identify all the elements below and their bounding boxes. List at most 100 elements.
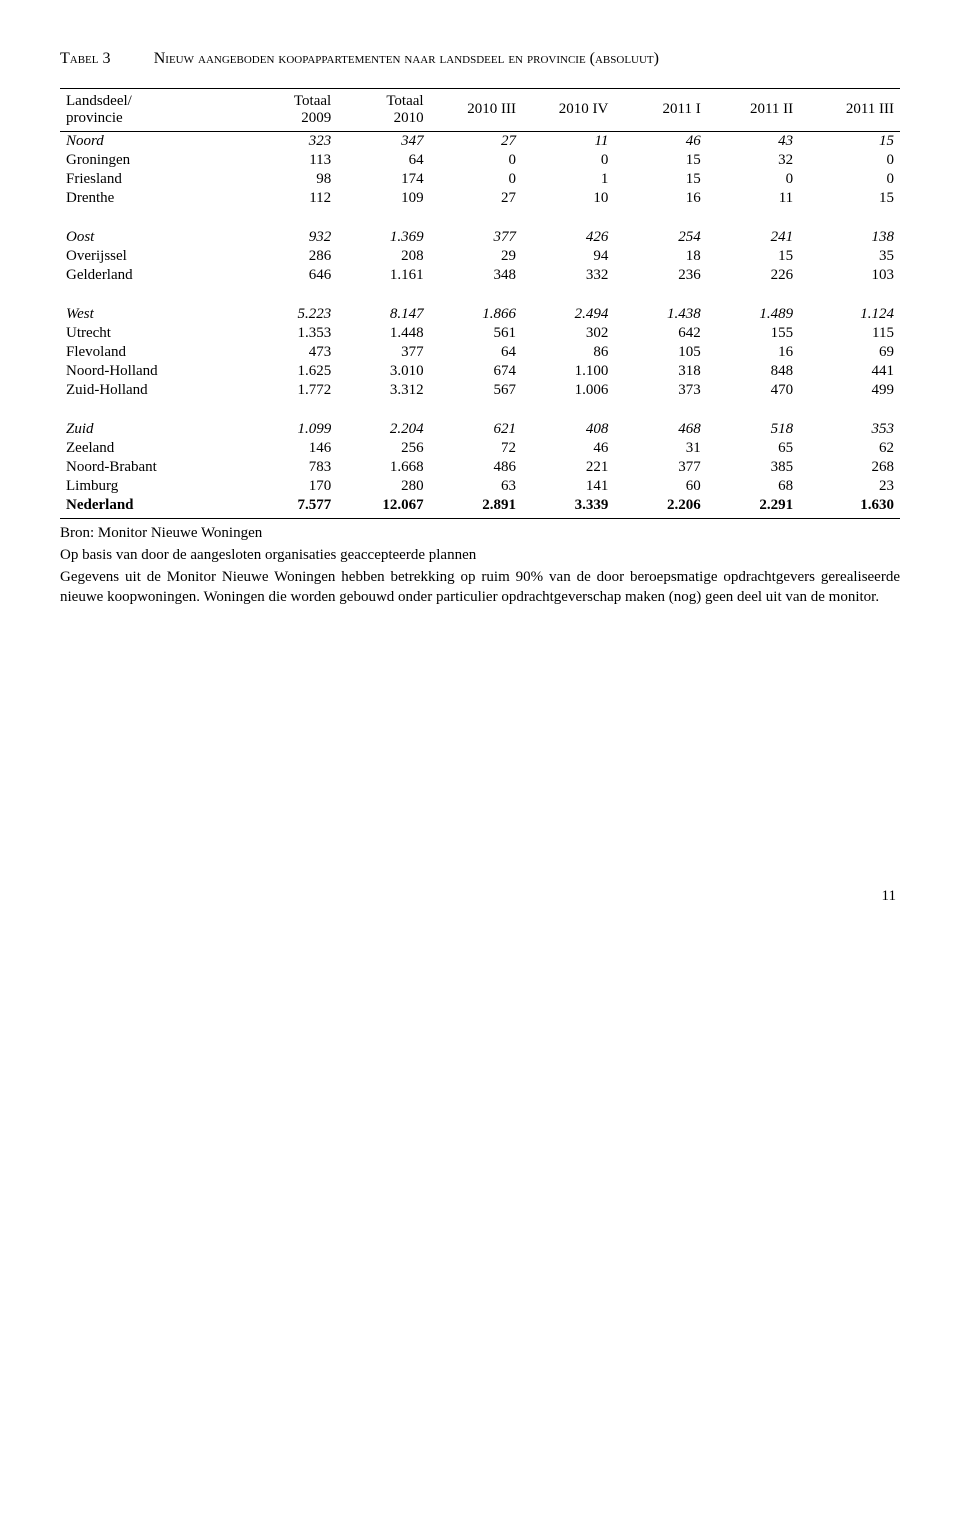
table-cell: 15 [614,170,706,189]
table-cell: 1.438 [614,305,706,324]
table-cell: 280 [337,477,429,496]
table-cell: 783 [245,458,337,477]
table-cell [522,208,614,228]
table-cell: 1.099 [245,420,337,439]
table-cell: 1.353 [245,324,337,343]
table-cell: 2.494 [522,305,614,324]
table-cell: 241 [707,228,799,247]
table-row [60,285,900,305]
table-cell: 7.577 [245,496,337,519]
table-cell: 385 [707,458,799,477]
table-cell: 11 [522,131,614,151]
table-cell: 112 [245,189,337,208]
table-cell: 2.891 [430,496,522,519]
table-cell: 60 [614,477,706,496]
table-cell: Utrecht [60,324,245,343]
note-source: Bron: Monitor Nieuwe Woningen [60,523,900,543]
table-cell: 473 [245,343,337,362]
table-cell: 68 [707,477,799,496]
table-cell: 377 [337,343,429,362]
table-cell [614,285,706,305]
table-cell: Flevoland [60,343,245,362]
table-head: Landsdeel/provincieTotaal2009Totaal20102… [60,88,900,131]
table-cell: 15 [799,189,900,208]
table-cell: 1.006 [522,381,614,400]
table-cell: 286 [245,247,337,266]
table-notes: Bron: Monitor Nieuwe Woningen Op basis v… [60,523,900,608]
table-cell: 3.339 [522,496,614,519]
table-cell: 170 [245,477,337,496]
table-row: Noord3233472711464315 [60,131,900,151]
table-cell: 468 [614,420,706,439]
table-cell: 499 [799,381,900,400]
table-cell [337,400,429,420]
table-cell: 35 [799,247,900,266]
table-row: Utrecht1.3531.448561302642155115 [60,324,900,343]
table-cell: 46 [614,131,706,151]
table-cell: 1.772 [245,381,337,400]
table-cell: 226 [707,266,799,285]
table-cell [337,208,429,228]
table-cell [614,400,706,420]
table-cell: 5.223 [245,305,337,324]
table-cell: 174 [337,170,429,189]
table-cell: Noord [60,131,245,151]
table-cell: 0 [799,151,900,170]
table-cell: 15 [707,247,799,266]
table-cell: 347 [337,131,429,151]
table-cell: Drenthe [60,189,245,208]
column-header: 2010 IV [522,88,614,131]
table-cell: 3.010 [337,362,429,381]
table-row: Zuid-Holland1.7723.3125671.006373470499 [60,381,900,400]
table-cell: 27 [430,189,522,208]
table-cell: Friesland [60,170,245,189]
table-cell: 11 [707,189,799,208]
table-cell: 2.291 [707,496,799,519]
table-caption: Nieuw aangeboden koopappartementen naar … [154,48,874,70]
table-cell: 256 [337,439,429,458]
table-cell: Noord-Holland [60,362,245,381]
column-header: 2011 I [614,88,706,131]
table-cell [430,208,522,228]
table-cell: Overijssel [60,247,245,266]
table-row: Groningen113640015320 [60,151,900,170]
table-cell: 64 [337,151,429,170]
table-cell: 470 [707,381,799,400]
table-cell: West [60,305,245,324]
table-cell: 302 [522,324,614,343]
table-cell: 113 [245,151,337,170]
table-cell [522,400,614,420]
table-row: Zeeland1462567246316562 [60,439,900,458]
table-cell: 561 [430,324,522,343]
table-cell: 1.161 [337,266,429,285]
table-row [60,208,900,228]
table-cell: 0 [522,151,614,170]
table-cell: 43 [707,131,799,151]
table-cell: 146 [245,439,337,458]
column-header: 2011 II [707,88,799,131]
table-cell: 0 [430,170,522,189]
table-cell: 348 [430,266,522,285]
table-cell: 31 [614,439,706,458]
table-cell: 46 [522,439,614,458]
table-cell [707,208,799,228]
table-row: Drenthe1121092710161115 [60,189,900,208]
table-cell [614,208,706,228]
table-cell [799,285,900,305]
table-title: Tabel 3 Nieuw aangeboden koopappartement… [60,48,900,70]
table-row: Noord-Holland1.6253.0106741.100318848441 [60,362,900,381]
table-cell: 62 [799,439,900,458]
table-cell: Noord-Brabant [60,458,245,477]
table-cell [799,400,900,420]
table-row: Gelderland6461.161348332236226103 [60,266,900,285]
table-row: Oost9321.369377426254241138 [60,228,900,247]
table-cell: 1.448 [337,324,429,343]
table-cell: 373 [614,381,706,400]
table-cell: 0 [707,170,799,189]
table-cell: 1.630 [799,496,900,519]
table-cell: 323 [245,131,337,151]
table-cell: 1.625 [245,362,337,381]
table-cell [522,285,614,305]
table-cell [337,285,429,305]
table-cell: 1 [522,170,614,189]
